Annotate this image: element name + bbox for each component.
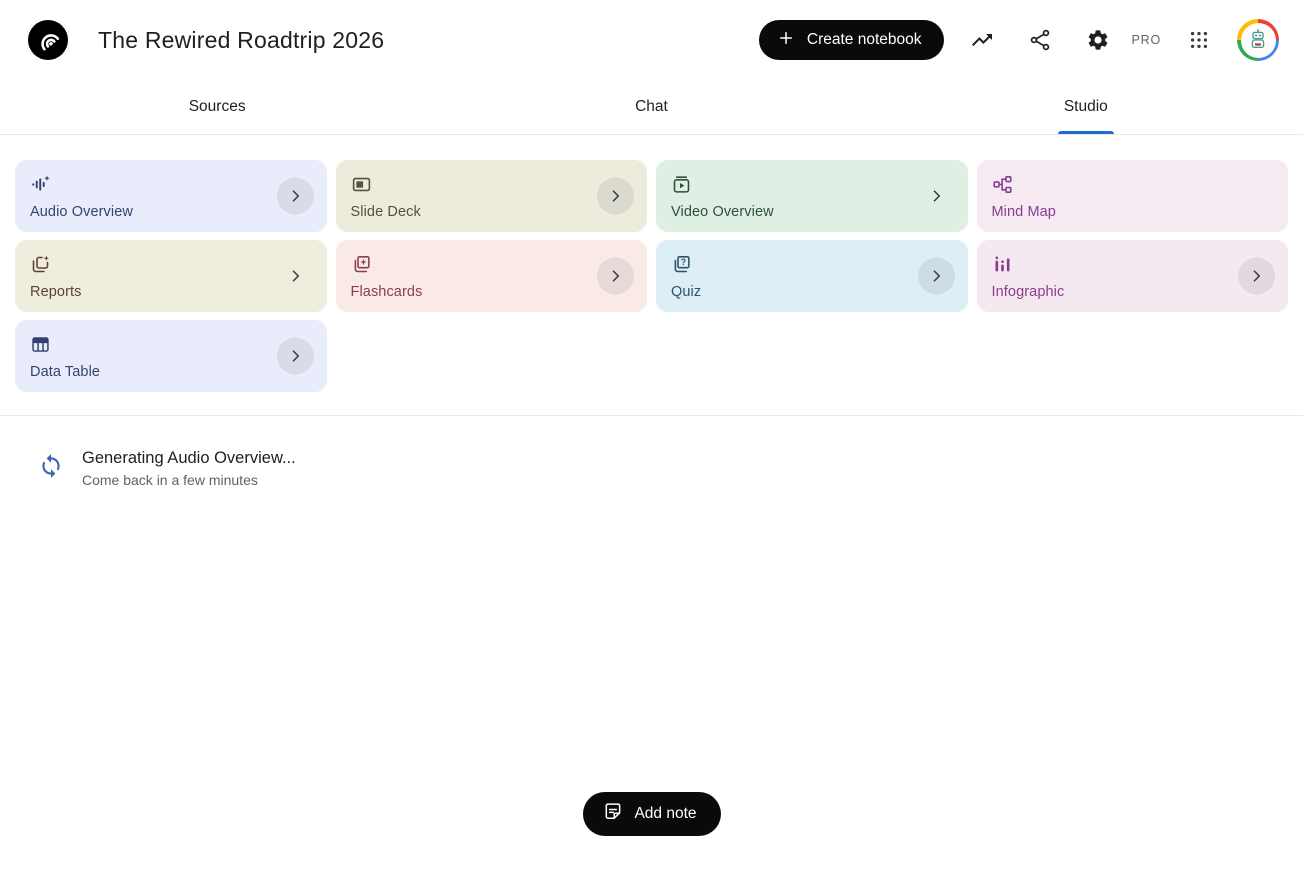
analytics-button[interactable] bbox=[962, 20, 1002, 60]
studio-card-data-table[interactable]: Data Table bbox=[15, 320, 327, 392]
sync-spinner-icon bbox=[38, 453, 64, 484]
pro-badge: PRO bbox=[1131, 33, 1161, 47]
create-notebook-button[interactable]: Create notebook bbox=[758, 20, 944, 60]
studio-cards-grid: Audio Overview Slide Deck bbox=[15, 160, 1288, 392]
card-label: Data Table bbox=[30, 364, 101, 380]
data-table-icon bbox=[30, 333, 51, 355]
note-icon bbox=[602, 802, 622, 827]
studio-card-audio-overview[interactable]: Audio Overview bbox=[15, 160, 327, 232]
studio-card-quiz[interactable]: ? Quiz bbox=[656, 240, 968, 312]
card-label: Flashcards bbox=[350, 284, 423, 300]
chevron-right-icon[interactable] bbox=[277, 258, 314, 295]
section-divider bbox=[0, 415, 1303, 416]
notebook-title[interactable]: The Rewired Roadtrip 2026 bbox=[98, 26, 385, 53]
studio-card-video-overview[interactable]: Video Overview bbox=[656, 160, 968, 232]
add-note-button[interactable]: Add note bbox=[582, 792, 721, 836]
card-label: Quiz bbox=[671, 284, 702, 300]
chevron-right-icon[interactable] bbox=[917, 257, 955, 295]
gear-icon bbox=[1086, 28, 1110, 52]
infographic-bars-icon bbox=[992, 253, 1013, 275]
settings-button[interactable] bbox=[1078, 20, 1118, 60]
card-label: Mind Map bbox=[991, 204, 1056, 220]
tab-sources-label: Sources bbox=[188, 98, 246, 115]
tab-studio[interactable]: Studio bbox=[869, 80, 1303, 134]
chevron-right-icon[interactable] bbox=[1238, 257, 1275, 295]
top-bar: The Rewired Roadtrip 2026 Create noteboo… bbox=[0, 0, 1303, 80]
status-text: Generating Audio Overview... Come back i… bbox=[82, 449, 296, 488]
apps-grid-icon bbox=[1188, 29, 1210, 51]
active-tab-indicator bbox=[1057, 131, 1114, 134]
plus-icon bbox=[777, 29, 795, 52]
flashcards-star-icon bbox=[351, 253, 372, 275]
card-label: Video Overview bbox=[671, 204, 774, 220]
google-apps-button[interactable] bbox=[1179, 20, 1219, 60]
tab-sources[interactable]: Sources bbox=[0, 80, 434, 134]
studio-card-infographic[interactable]: Infographic bbox=[976, 240, 1288, 312]
quiz-question-icon: ? bbox=[671, 253, 692, 275]
card-label: Slide Deck bbox=[350, 204, 421, 220]
tab-chat-label: Chat bbox=[635, 98, 668, 115]
trending-up-icon bbox=[970, 28, 994, 52]
studio-panel: Audio Overview Slide Deck bbox=[0, 160, 1303, 488]
studio-card-mind-map[interactable]: Mind Map bbox=[976, 160, 1288, 232]
share-button[interactable] bbox=[1020, 20, 1060, 60]
notebooklm-logo[interactable] bbox=[28, 20, 68, 60]
panel-tabs: Sources Chat Studio bbox=[0, 80, 1303, 135]
chevron-right-icon[interactable] bbox=[597, 257, 634, 295]
account-avatar[interactable] bbox=[1237, 19, 1279, 61]
report-sparkle-icon bbox=[30, 253, 51, 275]
generation-status: Generating Audio Overview... Come back i… bbox=[0, 416, 1303, 488]
chevron-right-icon[interactable] bbox=[276, 337, 314, 375]
tab-chat[interactable]: Chat bbox=[434, 80, 868, 134]
share-icon bbox=[1028, 28, 1052, 52]
top-bar-actions: Create notebook P bbox=[758, 19, 1279, 61]
card-label: Audio Overview bbox=[30, 204, 133, 220]
tab-studio-label: Studio bbox=[1063, 98, 1108, 115]
status-title: Generating Audio Overview... bbox=[82, 449, 296, 467]
mind-map-icon bbox=[992, 173, 1013, 195]
slide-deck-icon bbox=[351, 173, 372, 195]
video-overview-icon bbox=[671, 173, 692, 195]
status-subtitle: Come back in a few minutes bbox=[82, 472, 258, 488]
avatar-robot-image bbox=[1240, 22, 1276, 58]
card-label: Reports bbox=[30, 284, 82, 300]
add-note-label: Add note bbox=[634, 805, 697, 822]
audio-waveform-sparkle-icon bbox=[30, 173, 51, 195]
studio-card-slide-deck[interactable]: Slide Deck bbox=[335, 160, 647, 232]
chevron-right-icon[interactable] bbox=[276, 177, 314, 215]
studio-card-reports[interactable]: Reports bbox=[15, 240, 327, 312]
studio-card-flashcards[interactable]: Flashcards bbox=[335, 240, 647, 312]
notebooklm-logo-icon bbox=[28, 20, 68, 63]
create-notebook-label: Create notebook bbox=[806, 31, 922, 48]
avatar-google-ring bbox=[1237, 19, 1279, 61]
chevron-right-icon[interactable] bbox=[918, 178, 955, 215]
svg-text:?: ? bbox=[681, 257, 686, 267]
card-label: Infographic bbox=[991, 284, 1065, 300]
chevron-right-icon[interactable] bbox=[597, 177, 634, 215]
